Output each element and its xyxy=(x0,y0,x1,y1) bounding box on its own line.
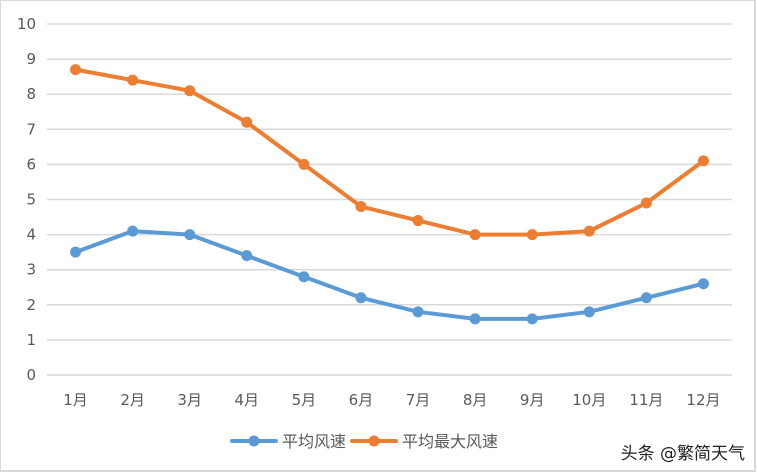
y-tick-label: 4 xyxy=(26,226,36,244)
y-tick-label: 0 xyxy=(26,366,36,384)
y-tick-label: 3 xyxy=(26,261,36,279)
data-point-marker xyxy=(697,155,709,167)
y-tick-label: 6 xyxy=(26,155,36,173)
x-tick-label: 8月 xyxy=(463,391,488,409)
data-point-marker xyxy=(640,292,652,304)
legend-marker-icon xyxy=(368,435,380,447)
data-point-marker xyxy=(70,64,82,76)
data-point-marker xyxy=(184,229,196,241)
data-point-marker xyxy=(469,229,481,241)
legend-label: 平均风速 xyxy=(282,432,346,451)
data-point-marker xyxy=(127,225,139,237)
y-tick-label: 10 xyxy=(17,15,36,33)
x-tick-label: 12月 xyxy=(686,391,720,409)
data-point-marker xyxy=(355,292,367,304)
y-tick-label: 1 xyxy=(26,331,36,349)
data-point-marker xyxy=(697,278,709,290)
data-point-marker xyxy=(469,313,481,325)
data-point-marker xyxy=(526,229,538,241)
legend-label: 平均最大风速 xyxy=(402,432,498,451)
x-tick-label: 1月 xyxy=(63,391,88,409)
data-point-marker xyxy=(526,313,538,325)
data-point-marker xyxy=(298,158,310,170)
x-tick-label: 7月 xyxy=(406,391,431,409)
data-point-marker xyxy=(583,225,595,237)
data-point-marker xyxy=(241,250,253,262)
series-line-1 xyxy=(73,229,706,321)
data-point-marker xyxy=(640,197,652,209)
data-point-marker xyxy=(412,215,424,227)
y-tick-label: 8 xyxy=(26,85,36,103)
legend-marker-icon xyxy=(248,435,260,447)
y-tick-label: 5 xyxy=(26,191,36,209)
data-point-marker xyxy=(583,306,595,318)
data-point-marker xyxy=(70,246,82,258)
x-tick-label: 5月 xyxy=(292,391,317,409)
x-tick-label: 9月 xyxy=(520,391,545,409)
x-tick-label: 11月 xyxy=(629,391,663,409)
data-point-marker xyxy=(412,306,424,318)
data-point-marker xyxy=(184,85,196,97)
data-point-marker xyxy=(298,271,310,283)
watermark: 头条 @繁简天气 xyxy=(620,444,745,464)
x-tick-label: 10月 xyxy=(572,391,606,409)
x-tick-label: 3月 xyxy=(177,391,202,409)
series-line-2 xyxy=(73,67,706,237)
data-point-marker xyxy=(241,116,253,128)
y-tick-label: 9 xyxy=(26,50,36,68)
x-tick-label: 6月 xyxy=(349,391,374,409)
x-tick-label: 4月 xyxy=(235,391,260,409)
y-tick-label: 2 xyxy=(26,296,36,314)
data-point-marker xyxy=(127,74,139,86)
y-tick-label: 7 xyxy=(26,120,36,138)
data-point-marker xyxy=(355,201,367,213)
x-tick-label: 2月 xyxy=(120,391,145,409)
